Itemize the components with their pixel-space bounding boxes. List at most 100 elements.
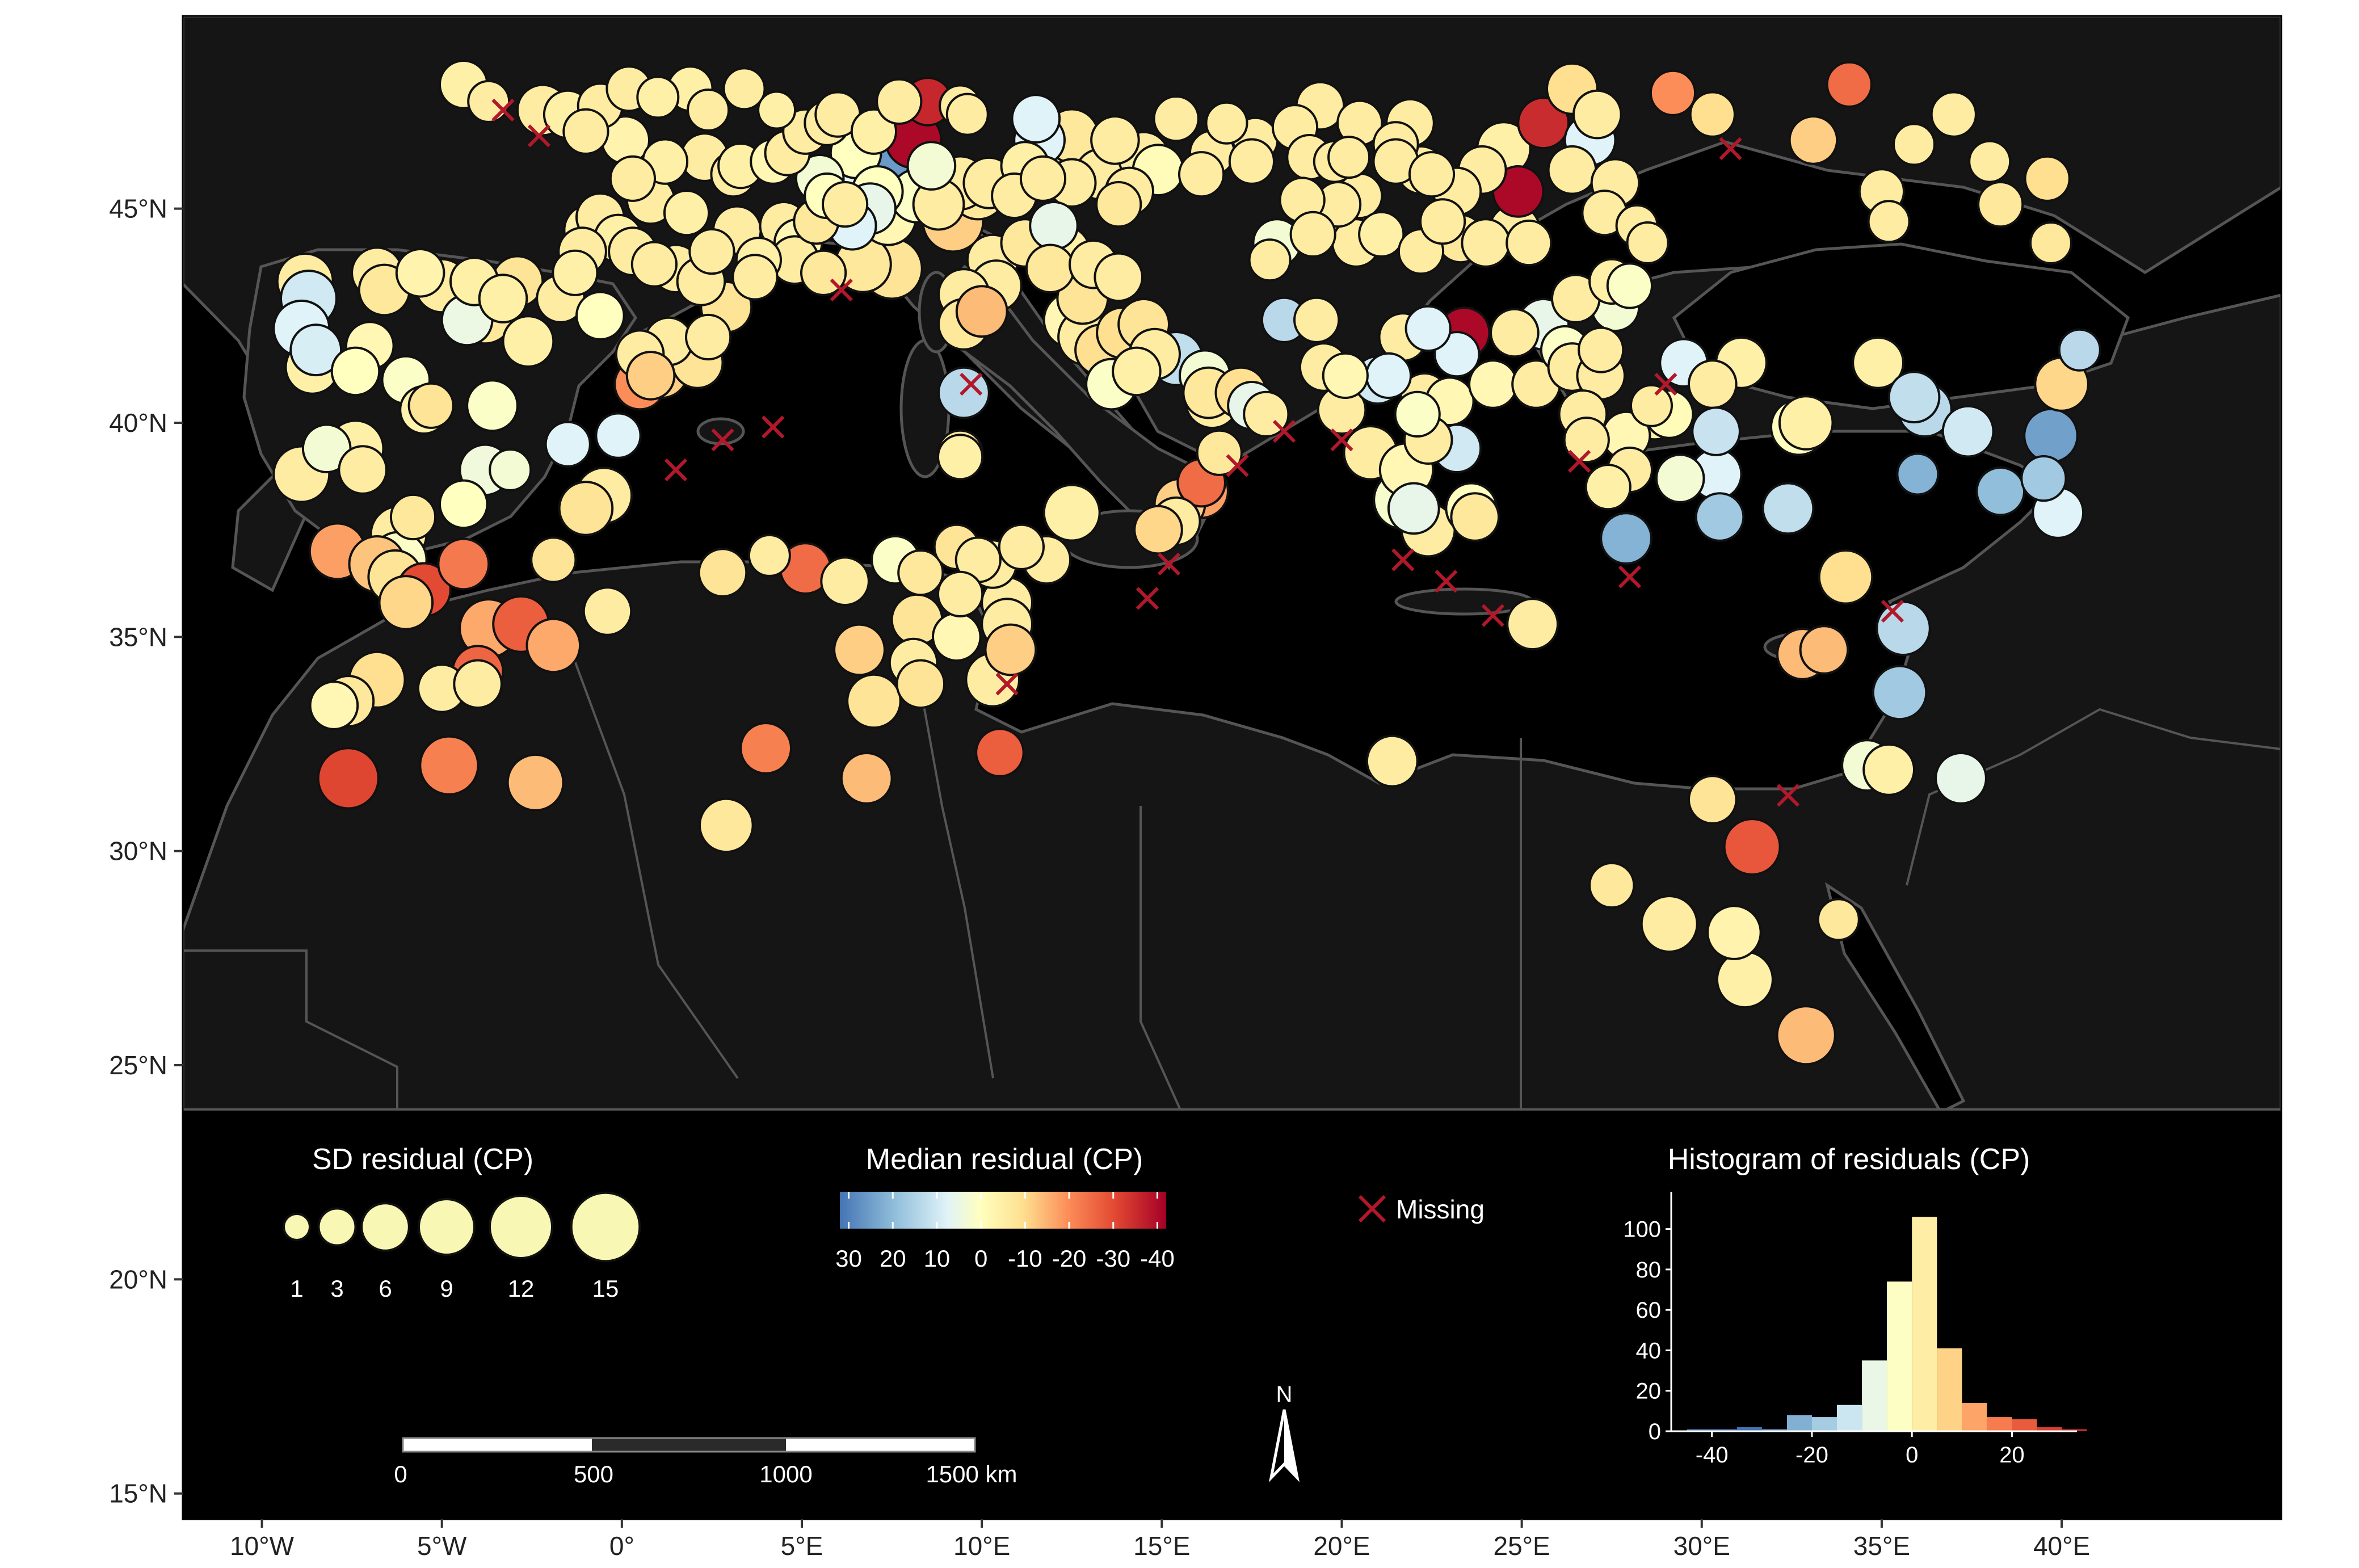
station-point <box>407 382 455 429</box>
color-legend-label: 0 <box>974 1245 987 1272</box>
station-point <box>575 291 625 341</box>
station-point <box>822 181 869 228</box>
missing-marker <box>1157 552 1181 576</box>
histogram-y-label: 0 <box>1649 1419 1661 1444</box>
station-point <box>317 747 380 810</box>
scale-label-500: 500 <box>574 1461 613 1487</box>
missing-marker <box>1567 449 1591 473</box>
station-point <box>609 155 657 202</box>
missing-marker <box>1272 419 1296 443</box>
missing-marker <box>1136 587 1159 610</box>
station-point <box>1365 734 1419 788</box>
station-point <box>699 797 754 854</box>
station-point <box>419 735 480 796</box>
station-point <box>1178 151 1225 198</box>
station-point <box>1630 384 1673 427</box>
color-legend-bar <box>840 1192 1166 1229</box>
station-point <box>1490 308 1540 358</box>
scale-outline <box>402 1437 976 1453</box>
histogram-bar <box>1862 1360 1887 1431</box>
station-point <box>1872 665 1928 721</box>
histogram-bar <box>2037 1427 2062 1431</box>
missing-marker <box>1391 548 1415 571</box>
x-tick-label: 0° <box>609 1531 634 1561</box>
color-legend-label: 10 <box>924 1245 951 1272</box>
size-legend-circle <box>317 1207 357 1247</box>
station-point <box>685 313 732 361</box>
size-legend-circle <box>489 1195 553 1259</box>
histogram-bars <box>1687 1217 2087 1431</box>
missing-marker <box>1330 428 1353 452</box>
station-point <box>1289 211 1336 258</box>
station-point <box>439 479 489 529</box>
color-legend: Median residual (CP) 30 20 10 0 -10 -20 -30 -40 <box>835 1143 1175 1272</box>
size-legend-label: 9 <box>440 1275 453 1302</box>
station-point <box>1935 752 1987 805</box>
station-point <box>1649 69 1697 116</box>
station-point <box>1887 371 1941 424</box>
histogram-bar <box>1937 1348 1962 1431</box>
station-point <box>820 556 870 606</box>
y-tick-label: 20°N <box>109 1264 167 1294</box>
station-point <box>945 93 989 136</box>
histogram-bar <box>1887 1281 1912 1431</box>
station-point <box>1196 429 1243 476</box>
station-point <box>1688 775 1738 825</box>
missing-marker <box>1654 372 1677 396</box>
station-point <box>955 285 1008 338</box>
scale-seg-3 <box>786 1438 975 1452</box>
station-point <box>663 190 710 237</box>
land-red-sea-basin <box>1825 882 1966 1115</box>
y-tick-label: 45°N <box>109 194 167 224</box>
x-tick-label: 30°E <box>1673 1531 1730 1561</box>
color-legend-label: -40 <box>1140 1245 1175 1272</box>
station-point <box>437 537 490 591</box>
missing-marker <box>995 672 1019 696</box>
station-point <box>1563 417 1610 464</box>
color-legend-label: -10 <box>1008 1245 1042 1272</box>
station-point <box>595 412 642 459</box>
station-point <box>1788 115 1839 165</box>
station-point <box>1205 101 1248 145</box>
station-point <box>395 248 445 298</box>
station-point <box>453 659 503 709</box>
station-point <box>876 78 923 125</box>
y-tick-label: 35°N <box>109 622 167 651</box>
size-legend-circle <box>570 1191 641 1263</box>
station-point <box>1517 96 1570 150</box>
station-point <box>625 351 676 401</box>
station-point <box>1468 359 1518 409</box>
y-tick-label: 40°N <box>109 408 167 438</box>
station-point <box>975 728 1025 777</box>
histogram-title: Histogram of residuals (CP) <box>1668 1143 2030 1176</box>
station-point <box>1095 181 1142 228</box>
station-point <box>309 680 359 730</box>
color-legend-label: 20 <box>880 1245 906 1272</box>
station-point <box>1387 482 1440 535</box>
y-tick-label: 15°N <box>109 1479 167 1508</box>
station-point <box>1394 390 1441 438</box>
missing-marker <box>1435 570 1458 593</box>
country-borders <box>183 618 2281 1519</box>
missing-legend-marker <box>1358 1195 1386 1223</box>
station-point <box>378 575 434 630</box>
scale-seg-2 <box>592 1438 786 1452</box>
scale-label-0: 0 <box>394 1461 407 1487</box>
station-point <box>1876 600 1931 656</box>
station-point <box>1600 512 1653 565</box>
station-point <box>1042 484 1101 542</box>
station-point <box>1019 155 1067 202</box>
histogram-bar <box>2012 1419 2037 1431</box>
station-point <box>552 249 599 296</box>
station-point <box>562 108 609 155</box>
color-legend-label: -30 <box>1096 1245 1130 1272</box>
histogram-x-label: 20 <box>1999 1443 2025 1468</box>
station-point <box>1547 145 1597 195</box>
y-tick-label: 25°N <box>109 1050 167 1080</box>
station-point <box>489 448 532 491</box>
missing-marker <box>711 428 734 452</box>
station-point <box>1358 211 1405 258</box>
station-point <box>895 659 946 709</box>
station-point <box>1896 452 1940 496</box>
station-point <box>937 434 984 481</box>
